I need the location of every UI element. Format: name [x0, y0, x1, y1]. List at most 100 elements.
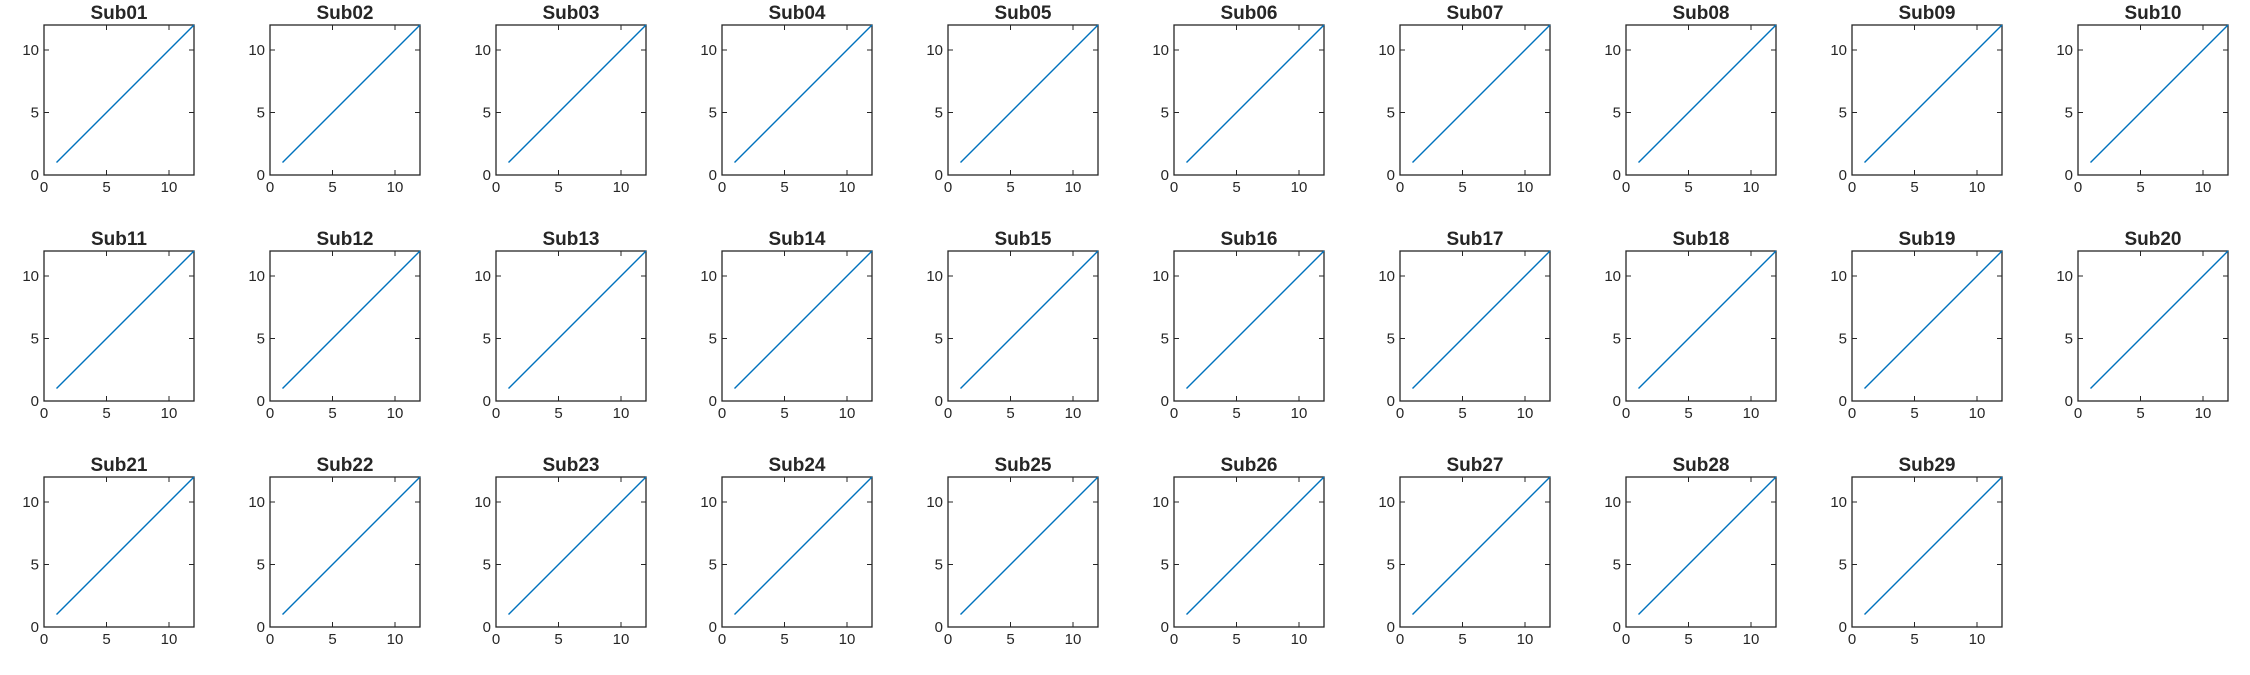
subplot-title: Sub24 [768, 455, 825, 476]
y-tick-label: 5 [1161, 105, 1169, 122]
y-tick-label: 5 [1161, 557, 1169, 574]
y-tick-label: 10 [1604, 268, 1621, 285]
x-tick-label: 0 [718, 179, 726, 196]
subplot-title: Sub16 [1220, 229, 1277, 250]
y-tick-label: 10 [926, 42, 943, 59]
subplot-title: Sub11 [91, 229, 147, 250]
subplot-12: Sub12 0 5 10 0 5 10 [248, 229, 421, 422]
y-tick-label: 0 [1387, 619, 1395, 636]
y-tick-label: 5 [709, 557, 717, 574]
x-tick-label: 10 [613, 405, 630, 422]
x-tick-label: 10 [2195, 179, 2212, 196]
x-tick-label: 5 [1684, 631, 1692, 648]
y-tick-label: 10 [474, 42, 491, 59]
subplot-title: Sub02 [316, 3, 373, 24]
y-tick-label: 5 [31, 105, 39, 122]
subplot-title: Sub08 [1672, 3, 1729, 24]
series-line [1186, 476, 1325, 615]
y-tick-label: 5 [1387, 105, 1395, 122]
x-tick-label: 10 [1743, 179, 1760, 196]
x-tick-label: 0 [492, 405, 500, 422]
x-tick-label: 10 [839, 405, 856, 422]
x-tick-label: 0 [266, 179, 274, 196]
x-tick-label: 0 [1396, 405, 1404, 422]
y-tick-label: 10 [700, 42, 717, 59]
y-tick-label: 10 [926, 268, 943, 285]
subplot-title: Sub26 [1220, 455, 1277, 476]
x-tick-label: 10 [1969, 405, 1986, 422]
x-tick-label: 0 [266, 631, 274, 648]
y-tick-label: 5 [1839, 331, 1847, 348]
x-tick-label: 5 [102, 631, 110, 648]
y-tick-label: 10 [926, 494, 943, 511]
subplot-title: Sub28 [1672, 455, 1729, 476]
x-tick-label: 5 [780, 179, 788, 196]
x-tick-label: 5 [554, 179, 562, 196]
x-tick-label: 5 [780, 405, 788, 422]
x-tick-label: 0 [1622, 179, 1630, 196]
y-tick-label: 0 [257, 167, 265, 184]
x-tick-label: 5 [328, 179, 336, 196]
x-tick-label: 10 [1065, 405, 1082, 422]
y-tick-label: 0 [1839, 167, 1847, 184]
x-tick-label: 5 [1684, 179, 1692, 196]
x-tick-label: 5 [1232, 631, 1240, 648]
subplot-4: Sub04 0 5 10 0 5 10 [700, 3, 873, 196]
y-tick-label: 5 [709, 105, 717, 122]
subplot-25: Sub25 0 5 10 0 5 10 [926, 455, 1099, 648]
subplot-title: Sub14 [768, 229, 825, 250]
y-tick-label: 0 [935, 393, 943, 410]
y-tick-label: 5 [709, 331, 717, 348]
x-tick-label: 10 [387, 179, 404, 196]
y-tick-label: 10 [1378, 268, 1395, 285]
subplot-title: Sub09 [1898, 3, 1955, 24]
x-tick-label: 0 [2074, 405, 2082, 422]
x-tick-label: 5 [102, 405, 110, 422]
x-tick-label: 0 [1622, 631, 1630, 648]
x-tick-label: 0 [40, 179, 48, 196]
x-tick-label: 10 [1291, 631, 1308, 648]
x-tick-label: 10 [1517, 179, 1534, 196]
series-line [282, 24, 421, 163]
x-tick-label: 0 [1170, 179, 1178, 196]
y-tick-label: 5 [483, 331, 491, 348]
x-tick-label: 5 [1006, 179, 1014, 196]
y-tick-label: 10 [1378, 494, 1395, 511]
y-tick-label: 5 [1613, 557, 1621, 574]
x-tick-label: 0 [1848, 631, 1856, 648]
y-tick-label: 0 [31, 167, 39, 184]
x-tick-label: 0 [1848, 179, 1856, 196]
subplot-title: Sub01 [90, 3, 147, 24]
x-tick-label: 5 [1910, 631, 1918, 648]
subplot-1: Sub01 0 5 10 0 5 10 [22, 3, 195, 196]
y-tick-label: 0 [257, 393, 265, 410]
x-tick-label: 10 [1969, 631, 1986, 648]
subplot-23: Sub23 0 5 10 0 5 10 [474, 455, 647, 648]
y-tick-label: 0 [1161, 167, 1169, 184]
x-tick-label: 0 [944, 405, 952, 422]
y-tick-label: 10 [22, 494, 39, 511]
y-tick-label: 5 [483, 557, 491, 574]
subplot-title: Sub06 [1220, 3, 1277, 24]
y-tick-label: 10 [2056, 268, 2073, 285]
y-tick-label: 0 [1387, 393, 1395, 410]
y-tick-label: 0 [1161, 393, 1169, 410]
subplot-24: Sub24 0 5 10 0 5 10 [700, 455, 873, 648]
series-line [2090, 24, 2229, 163]
subplot-title: Sub15 [994, 229, 1051, 250]
y-tick-label: 10 [1152, 42, 1169, 59]
y-tick-label: 5 [935, 331, 943, 348]
subplot-28: Sub28 0 5 10 0 5 10 [1604, 455, 1777, 648]
x-tick-label: 5 [1458, 179, 1466, 196]
y-tick-label: 10 [700, 494, 717, 511]
subplot-title: Sub27 [1446, 455, 1503, 476]
subplot-title: Sub22 [316, 455, 373, 476]
x-tick-label: 0 [1396, 631, 1404, 648]
y-tick-label: 10 [700, 268, 717, 285]
subplot-13: Sub13 0 5 10 0 5 10 [474, 229, 647, 422]
x-tick-label: 10 [613, 631, 630, 648]
x-tick-label: 0 [1622, 405, 1630, 422]
subplot-18: Sub18 0 5 10 0 5 10 [1604, 229, 1777, 422]
subplot-22: Sub22 0 5 10 0 5 10 [248, 455, 421, 648]
